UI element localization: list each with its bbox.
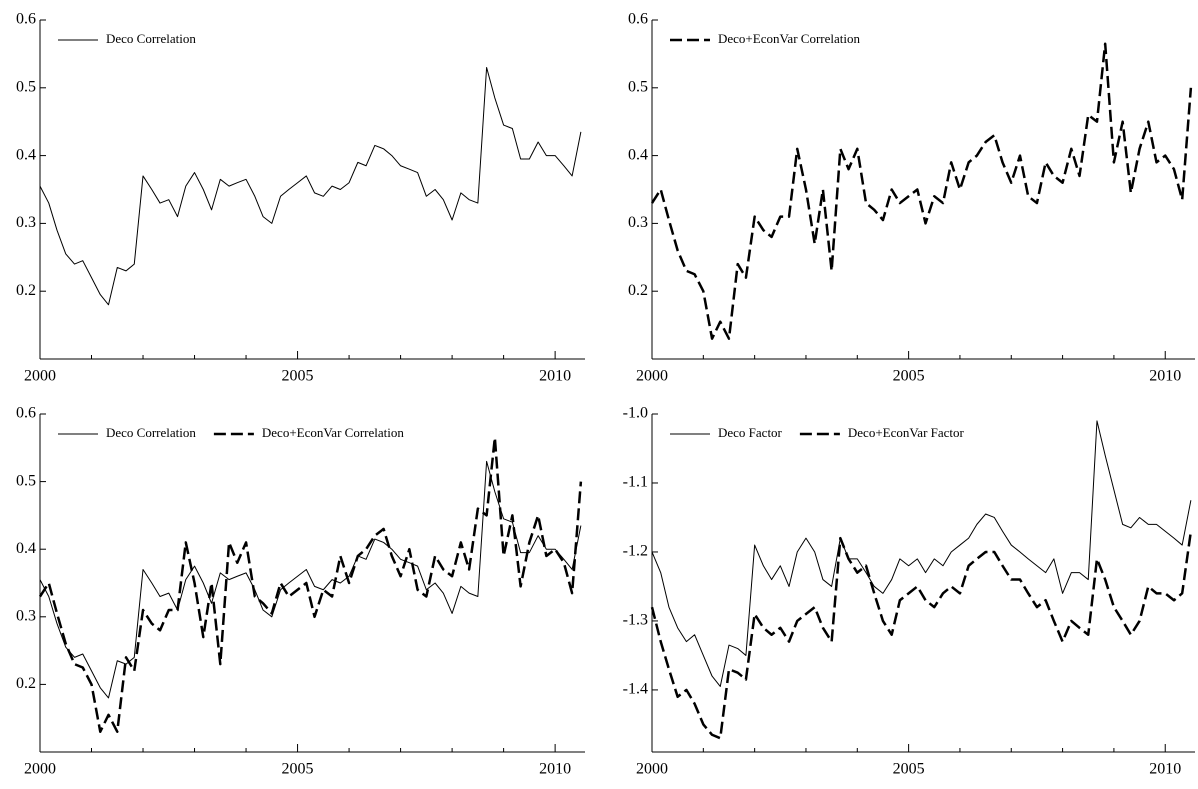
y-tick-label: 0.4	[16, 146, 36, 163]
y-tick-label: 0.2	[16, 282, 36, 299]
x-tick-label: 2000	[24, 761, 56, 778]
y-tick-label: 0.5	[16, 78, 36, 95]
data-line	[39, 66, 582, 306]
x-tick-label: 2010	[539, 368, 571, 385]
data-line	[651, 420, 1192, 687]
y-tick-label: 0.6	[16, 11, 36, 28]
x-tick-label: 2005	[893, 368, 925, 385]
y-tick-label: 0.5	[628, 78, 648, 95]
x-tick-label: 2005	[282, 761, 314, 778]
y-tick-label: -1.3	[623, 612, 648, 629]
legend-label: Deco Correlation	[106, 425, 196, 440]
legend-label: Deco+EconVar Correlation	[718, 31, 860, 46]
y-tick-label: 0.2	[628, 282, 648, 299]
legend-label: Deco+EconVar Factor	[848, 425, 965, 440]
data-line	[38, 436, 583, 733]
y-tick-label: -1.4	[623, 681, 648, 698]
y-tick-label: -1.0	[623, 405, 648, 422]
y-tick-label: 0.3	[16, 214, 36, 231]
x-tick-label: 2000	[636, 368, 668, 385]
x-tick-label: 2005	[893, 761, 925, 778]
data-line	[650, 531, 1193, 740]
y-tick-label: 0.3	[628, 214, 648, 231]
legend-label: Deco Correlation	[106, 31, 196, 46]
x-tick-label: 2000	[24, 368, 56, 385]
legend-label: Deco Factor	[718, 425, 783, 440]
data-line	[650, 42, 1193, 340]
x-tick-label: 2010	[1149, 761, 1181, 778]
y-tick-label: 0.6	[16, 405, 36, 422]
x-tick-label: 2000	[636, 761, 668, 778]
y-tick-label: 0.3	[16, 607, 36, 624]
x-tick-label: 2010	[1149, 368, 1181, 385]
y-tick-label: 0.4	[628, 146, 648, 163]
y-tick-label: 0.5	[16, 472, 36, 489]
legend-label: Deco+EconVar Correlation	[262, 425, 404, 440]
y-tick-label: -1.2	[623, 543, 648, 560]
y-tick-label: -1.1	[623, 474, 648, 491]
y-tick-label: 0.2	[16, 675, 36, 692]
y-tick-label: 0.4	[16, 540, 36, 557]
x-tick-label: 2005	[282, 368, 314, 385]
x-tick-label: 2010	[539, 761, 571, 778]
y-tick-label: 0.6	[628, 11, 648, 28]
